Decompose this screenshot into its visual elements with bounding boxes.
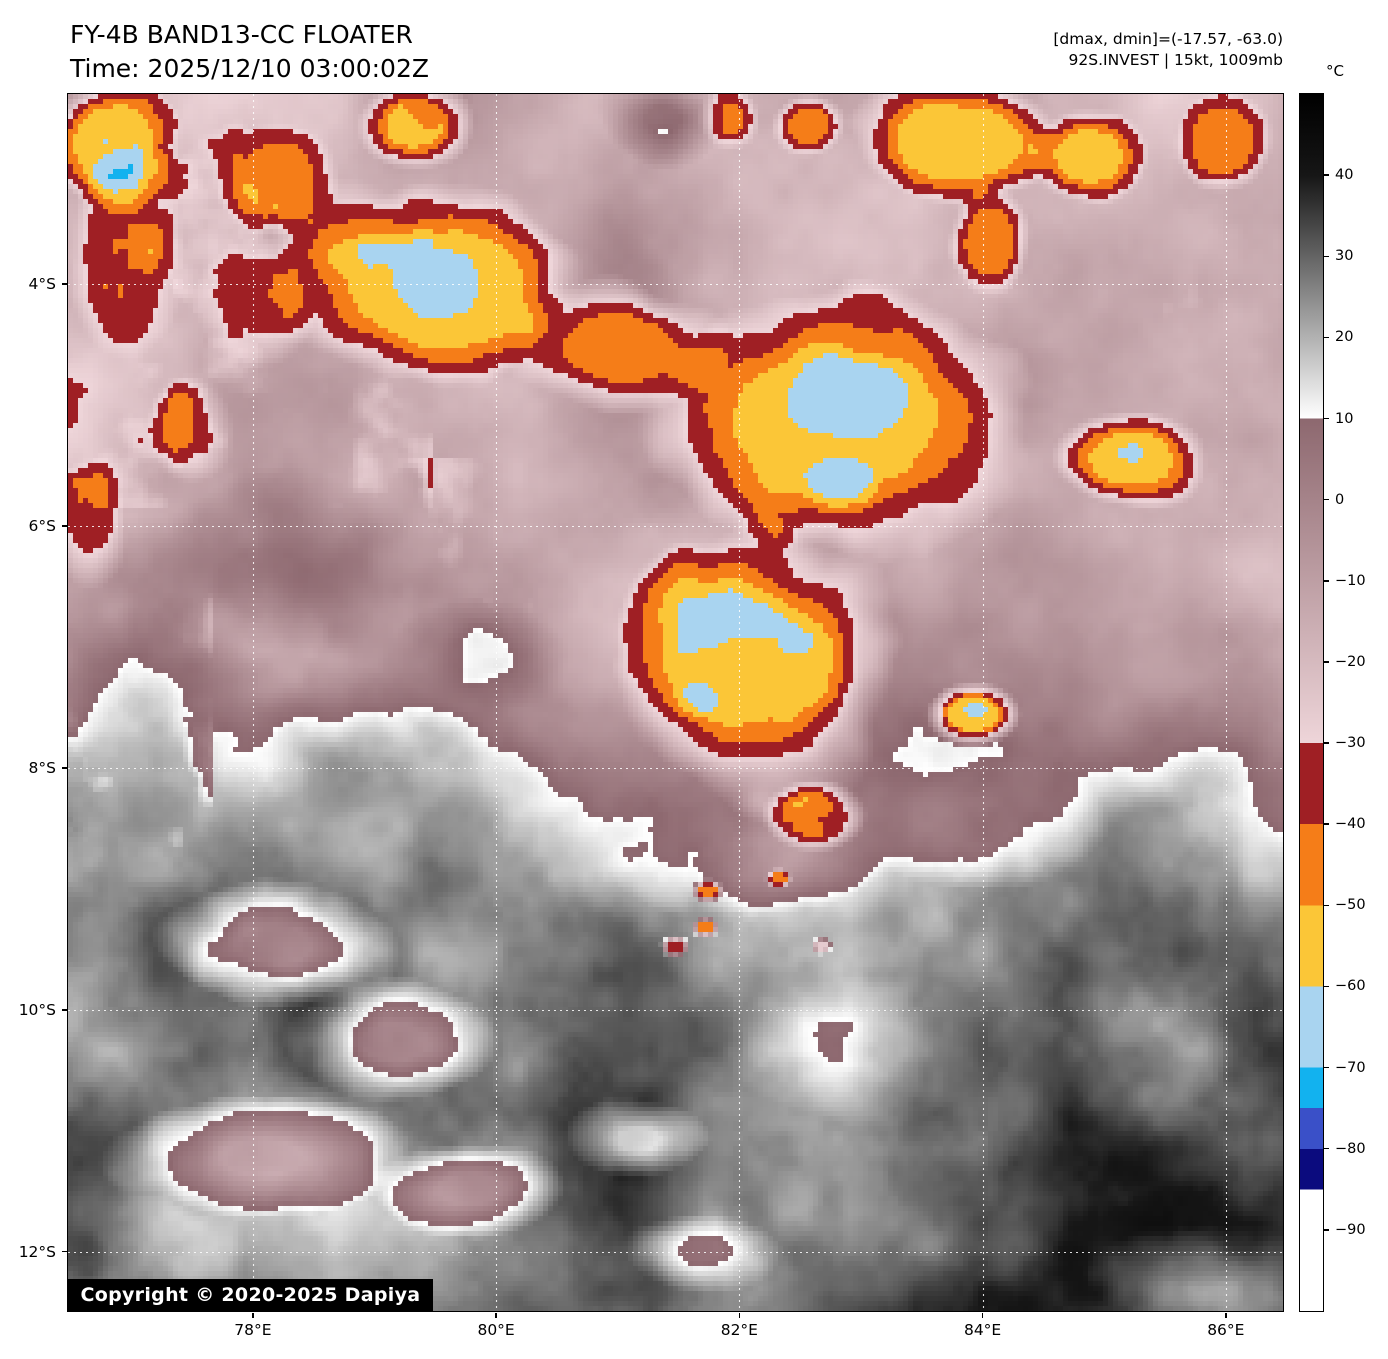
x-axis: 78°E 80°E 82°E 84°E 86°E [68,1321,1283,1343]
axis-tick [495,1312,497,1318]
y-tick-label: 12°S [18,1242,56,1261]
colorbar-tick-label: 30 [1335,248,1354,265]
header-left: FY-4B BAND13-CC FLOATER Time: 2025/12/10… [70,18,429,86]
y-tick-label: 4°S [28,274,56,293]
x-tick-label: 78°E [234,1321,272,1339]
colorbar-tick [1324,1066,1329,1069]
colorbar-tick [1324,1147,1329,1150]
x-tick-label: 84°E [963,1321,1002,1339]
axis-tick [738,1312,741,1318]
colorbar-tick-label: −70 [1335,1059,1366,1076]
figure-title: FY-4B BAND13-CC FLOATER [70,20,413,49]
colorbar-unit-label: °C [1326,62,1344,80]
colorbar-tick [1324,985,1329,988]
colorbar-tick [1324,255,1329,258]
dmax-dmin-readout: [dmax, dmin]=(-17.57, -63.0) [1053,30,1283,48]
colorbar-tick-label: −10 [1335,572,1366,589]
colorbar-tick [1324,904,1329,907]
axis-tick [981,1312,984,1318]
colorbar-tick-label: 0 [1335,491,1345,508]
x-tick-label: 82°E [720,1321,758,1339]
colorbar-tick [1324,498,1329,501]
storm-readout: 92S.INVEST | 15kt, 1009mb [1068,51,1283,69]
colorbar-tick-label: −30 [1335,735,1366,752]
colorbar-tick-label: −50 [1335,897,1366,914]
x-tick-label: 80°E [477,1321,515,1339]
axis-tick [61,525,67,527]
colorbar-tick-label: 10 [1335,410,1354,427]
colorbar-tick-label: −20 [1335,653,1366,670]
colorbar-tick [1324,823,1329,825]
colorbar-tick [1324,1229,1329,1231]
colorbar-tick-label: 40 [1335,167,1354,184]
colorbar [1299,92,1324,1312]
x-tick-label: 86°E [1207,1321,1245,1339]
colorbar-tick-label: 20 [1335,329,1354,346]
axis-tick [252,1312,254,1318]
colorbar-tick-label: −40 [1335,816,1366,833]
axis-tick [61,767,67,769]
axis-tick [61,283,67,285]
colorbar-tick [1324,580,1329,582]
map-axes: Copyright © 2020-2025 Dapiya [66,92,1284,1312]
header-right: [dmax, dmin]=(-17.57, -63.0) 92S.INVEST … [1053,29,1283,71]
y-tick-label: 8°S [28,758,56,777]
colorbar-gradient [1300,93,1323,1311]
colorbar-tick [1324,336,1329,339]
colorbar-tick [1324,174,1329,176]
y-axis: 4°S 6°S 8°S 10°S 12°S [0,94,58,1311]
axis-tick [1225,1312,1227,1318]
y-tick-label: 6°S [28,516,56,535]
colorbar-tick-label: −80 [1335,1140,1366,1157]
satellite-ir-image [67,93,1283,1311]
axis-tick [61,1009,67,1011]
colorbar-tick-label: −60 [1335,978,1366,995]
colorbar-tick-label: −90 [1335,1221,1366,1238]
colorbar-tick [1324,661,1329,663]
axis-tick [61,1250,67,1253]
colorbar-tick-labels: 40 30 20 10 0 −10 −20 −30 −40 −50 −60 −70 −80 −90 [1324,94,1388,1311]
copyright-badge: Copyright © 2020-2025 Dapiya [67,1278,434,1311]
figure-timestamp: Time: 2025/12/10 03:00:02Z [70,54,429,83]
y-tick-label: 10°S [18,1000,56,1019]
colorbar-tick [1324,417,1329,420]
colorbar-tick [1324,742,1329,744]
